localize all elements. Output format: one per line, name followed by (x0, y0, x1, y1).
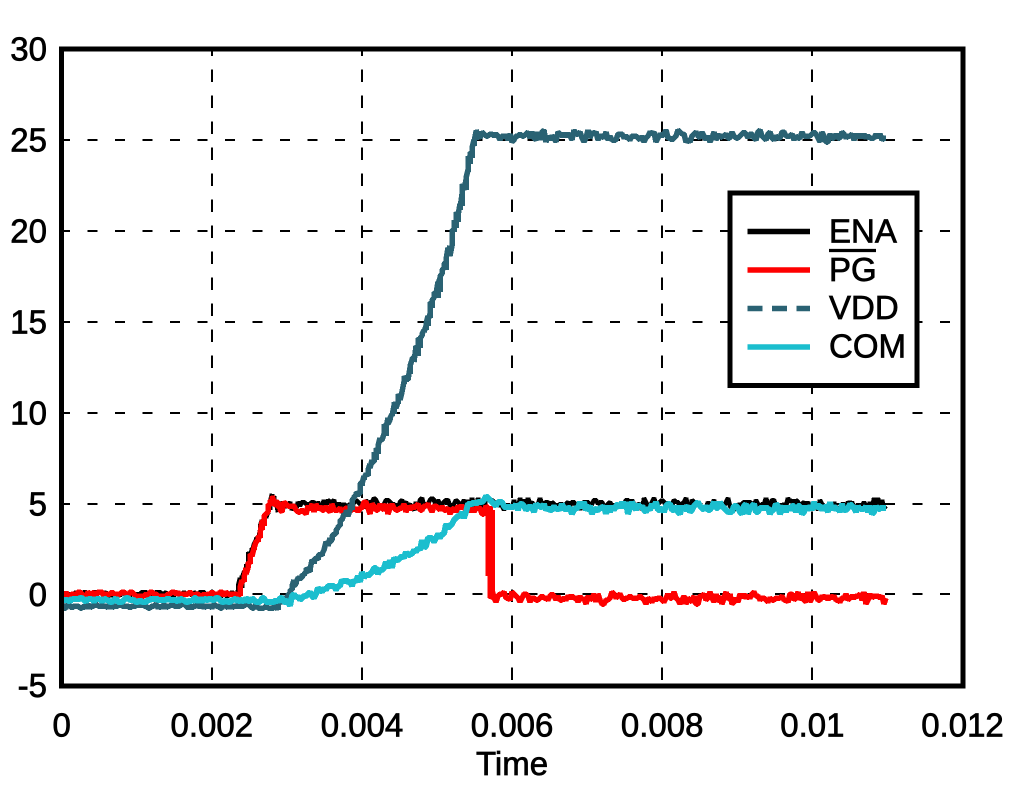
svg-text:0.01: 0.01 (780, 707, 844, 744)
svg-text:20: 20 (10, 213, 47, 250)
svg-text:ENA: ENA (829, 213, 897, 250)
svg-text:0: 0 (53, 707, 71, 744)
svg-text:15: 15 (10, 304, 47, 341)
svg-text:0.012: 0.012 (921, 707, 1004, 744)
svg-text:10: 10 (10, 395, 47, 432)
svg-text:0.002: 0.002 (171, 707, 254, 744)
svg-text:0.008: 0.008 (621, 707, 704, 744)
svg-text:0.004: 0.004 (321, 707, 404, 744)
svg-text:25: 25 (10, 122, 47, 159)
svg-text:-5: -5 (18, 667, 47, 704)
svg-text:Time: Time (476, 745, 548, 782)
svg-text:VDD: VDD (829, 289, 899, 326)
svg-text:PG: PG (829, 251, 877, 288)
svg-text:COM: COM (829, 328, 906, 365)
svg-text:0: 0 (29, 576, 47, 613)
svg-text:5: 5 (29, 486, 47, 523)
svg-text:0.006: 0.006 (471, 707, 554, 744)
svg-text:30: 30 (10, 31, 47, 68)
